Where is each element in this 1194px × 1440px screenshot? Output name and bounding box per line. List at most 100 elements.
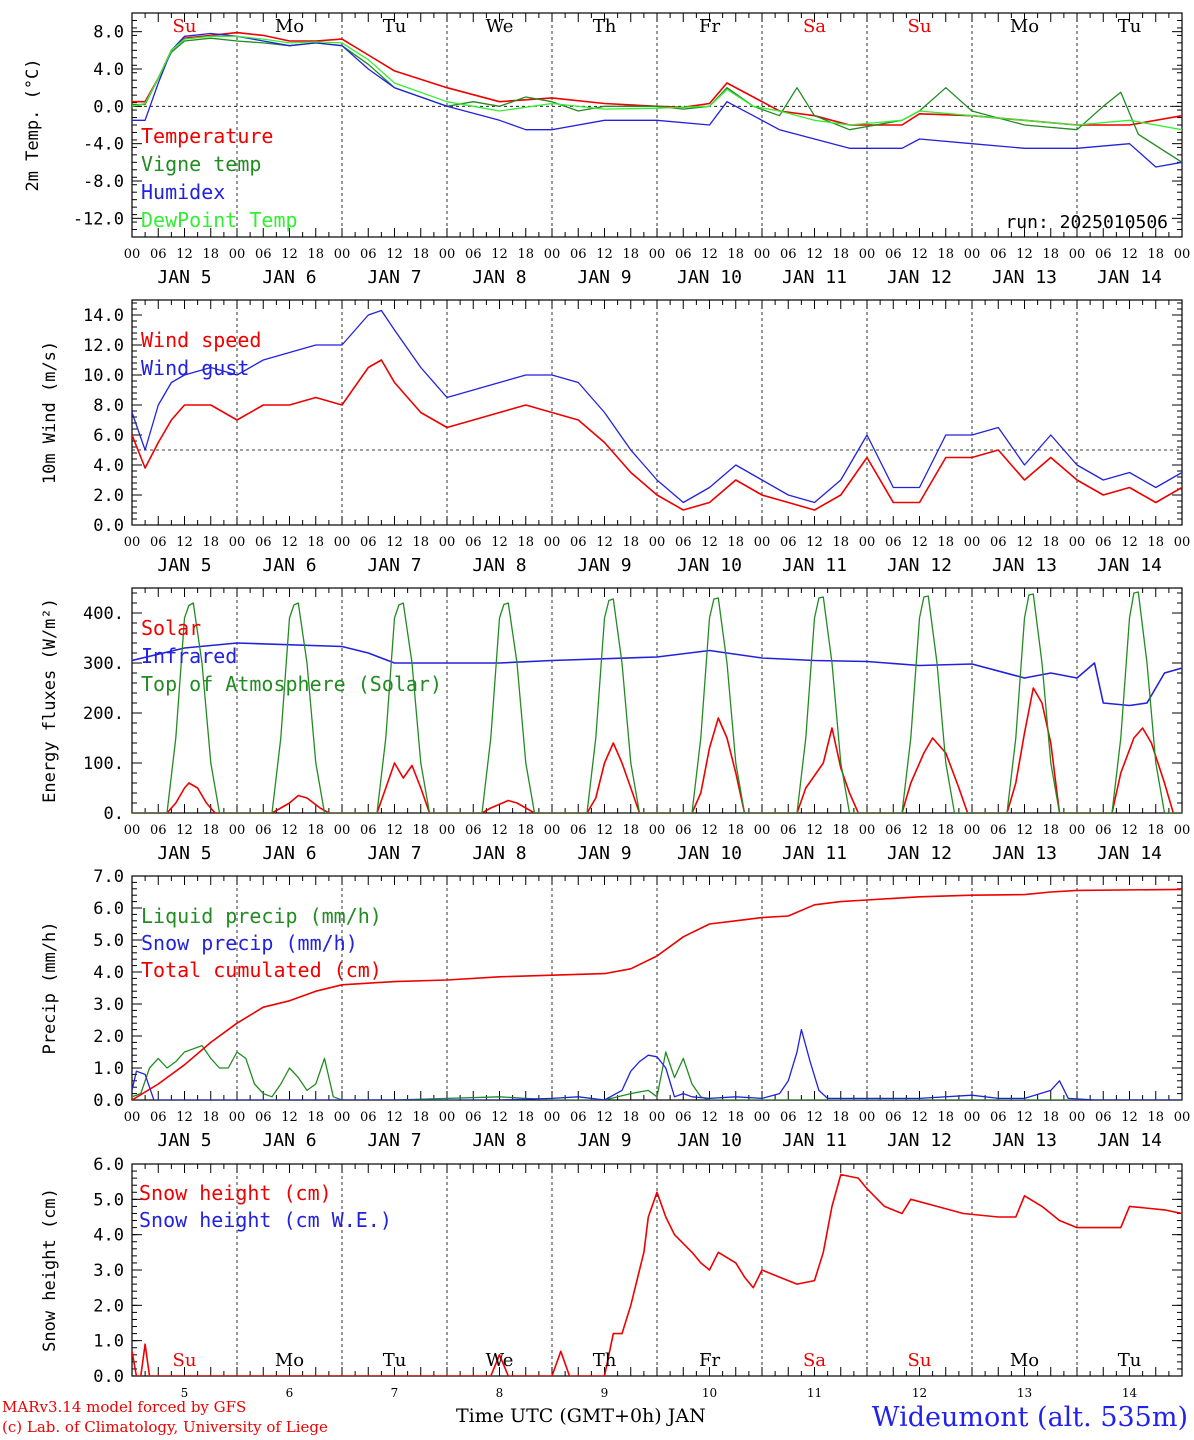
hour-label: 06 xyxy=(150,535,167,550)
hour-label: 18 xyxy=(937,247,954,262)
weekday-label: Su xyxy=(173,16,197,37)
hour-label: 12 xyxy=(491,1110,508,1125)
series-line-dewpoint-temp xyxy=(132,35,1182,131)
hour-label: 12 xyxy=(491,823,508,838)
y-tick-label: 8.0 xyxy=(93,396,124,416)
hour-label: 12 xyxy=(1121,1110,1138,1125)
hour-label: 00 xyxy=(229,535,246,550)
hour-label: 06 xyxy=(360,1110,377,1125)
hour-label: 12 xyxy=(386,535,403,550)
y-axis-title: Precip (mm/h) xyxy=(40,921,60,1054)
date-label: JAN 11 xyxy=(782,555,847,576)
weekday-label: Mo xyxy=(275,16,304,37)
hour-label: 18 xyxy=(517,1110,534,1125)
legend-entry: Humidex xyxy=(141,180,225,204)
weekday-label: Tu xyxy=(1118,1350,1142,1371)
hour-label: 12 xyxy=(281,823,298,838)
date-label: JAN 5 xyxy=(157,1130,211,1151)
y-tick-label: 3.0 xyxy=(93,995,124,1015)
y-tick-label: 6.0 xyxy=(93,899,124,919)
date-label: JAN 10 xyxy=(677,267,742,288)
y-tick-label: 14.0 xyxy=(83,306,124,326)
hour-label: 12 xyxy=(911,535,928,550)
hour-label: 00 xyxy=(754,247,771,262)
y-tick-label: 4.0 xyxy=(93,456,124,476)
hour-label: 18 xyxy=(832,535,849,550)
hour-label: 18 xyxy=(622,535,639,550)
hour-label: 00 xyxy=(544,1110,561,1125)
hour-label: 06 xyxy=(675,247,692,262)
y-tick-label: 4.0 xyxy=(93,60,124,80)
date-label: JAN 14 xyxy=(1097,555,1162,576)
hour-label: 06 xyxy=(360,535,377,550)
hour-label: 00 xyxy=(334,823,351,838)
y-tick-label: 0.0 xyxy=(93,1091,124,1111)
hour-label: 00 xyxy=(439,247,456,262)
hour-label: 18 xyxy=(517,535,534,550)
hour-label: 12 xyxy=(1121,823,1138,838)
legend-entry: Wind speed xyxy=(141,328,261,352)
date-label: JAN 5 xyxy=(157,267,211,288)
panel-2: 14.0 12.0 10.0 8.0 6.0 4.0 2.0 0.0 10m Wind (m/s… xyxy=(40,299,1191,576)
hour-label: 00 xyxy=(964,823,981,838)
weekday-label: Su xyxy=(908,16,932,37)
date-label: JAN 14 xyxy=(1097,267,1162,288)
y-tick-label: 5.0 xyxy=(93,1190,124,1210)
y-tick-label: 12.0 xyxy=(83,336,124,356)
y-tick-label: 10.0 xyxy=(83,366,124,386)
date-label: JAN 12 xyxy=(887,843,952,864)
legend-entry: Infrared xyxy=(141,644,237,668)
day-number-label: 12 xyxy=(912,1386,927,1400)
hour-label: 12 xyxy=(701,1110,718,1125)
series-line-vigne-temp xyxy=(132,37,1182,163)
y-tick-label: 1.0 xyxy=(93,1332,124,1352)
hour-label: 18 xyxy=(1147,247,1164,262)
date-label: JAN 11 xyxy=(782,267,847,288)
date-label: JAN 11 xyxy=(782,1130,847,1151)
hour-label: 18 xyxy=(202,1110,219,1125)
series-group xyxy=(132,31,1182,168)
hour-label: 06 xyxy=(360,247,377,262)
hour-label: 18 xyxy=(832,1110,849,1125)
hour-label: 00 xyxy=(1174,535,1191,550)
date-label: JAN 12 xyxy=(887,555,952,576)
y-axis-title: 2m Temp. (°C) xyxy=(23,58,43,191)
date-label: JAN 9 xyxy=(577,1130,631,1151)
weekday-label: Su xyxy=(908,1350,932,1371)
hour-label: 00 xyxy=(124,823,141,838)
series-line-liquid-precip-mm-h- xyxy=(132,1044,1182,1100)
date-label: JAN 10 xyxy=(677,555,742,576)
hour-label: 00 xyxy=(1174,1110,1191,1125)
hour-label: 18 xyxy=(1147,823,1164,838)
hour-label: 00 xyxy=(439,1110,456,1125)
hour-label: 06 xyxy=(255,823,272,838)
hour-label: 12 xyxy=(701,247,718,262)
series-line-snow-precip-mm-h- xyxy=(132,1028,1182,1100)
date-label: JAN 10 xyxy=(677,843,742,864)
hour-label: 12 xyxy=(176,247,193,262)
series-line-humidex xyxy=(132,32,1182,168)
hour-label: 18 xyxy=(202,823,219,838)
y-tick-label: 0.0 xyxy=(93,1367,124,1387)
hour-label: 12 xyxy=(596,1110,613,1125)
date-label: JAN 6 xyxy=(262,267,316,288)
date-label: JAN 9 xyxy=(577,555,631,576)
date-label: JAN 13 xyxy=(992,1130,1057,1151)
series-line-snow-height-cm- xyxy=(132,1173,1182,1376)
hour-label: 00 xyxy=(544,823,561,838)
hour-label: 12 xyxy=(1121,247,1138,262)
legend-entry: Snow height (cm) xyxy=(139,1181,332,1205)
day-number-label: 10 xyxy=(702,1386,717,1400)
hour-label: 00 xyxy=(859,1110,876,1125)
hour-label: 12 xyxy=(806,823,823,838)
weekday-label: Tu xyxy=(1118,16,1142,37)
series-line-wind-gust xyxy=(132,309,1182,504)
hour-label: 00 xyxy=(1069,247,1086,262)
hour-label: 12 xyxy=(386,823,403,838)
date-label: JAN 12 xyxy=(887,1130,952,1151)
hour-label: 00 xyxy=(649,535,666,550)
day-number-label: 14 xyxy=(1122,1386,1138,1400)
hour-label: 06 xyxy=(150,823,167,838)
weekday-label: Mo xyxy=(1010,16,1039,37)
hour-label: 06 xyxy=(465,823,482,838)
